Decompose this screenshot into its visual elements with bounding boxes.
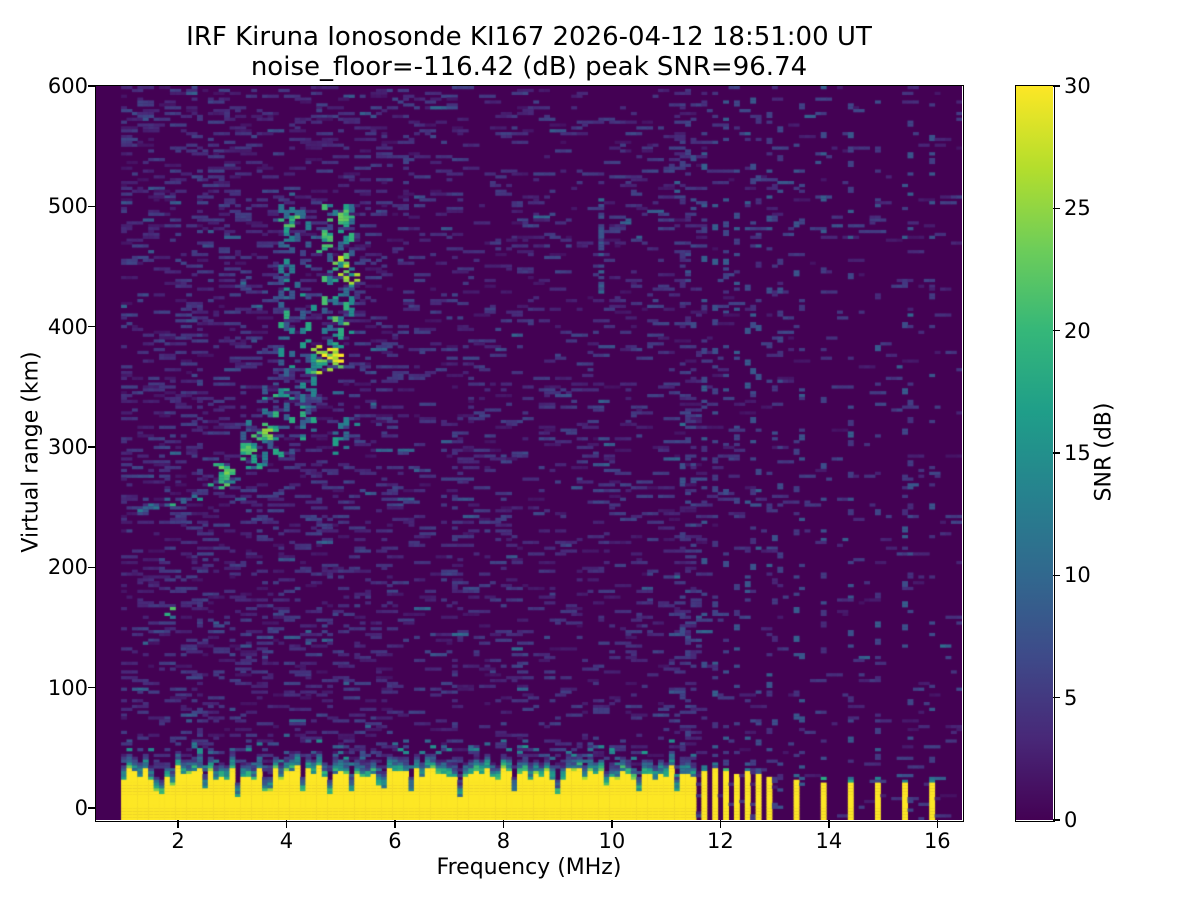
chart-title-line2: noise_floor=-116.42 (dB) peak SNR=96.74 [250,52,808,82]
y-axis-label: Virtual range (km) [18,351,44,553]
y-tick-mark [88,446,96,448]
colorbar-tick-label: 10 [1064,563,1091,588]
colorbar-tick-mark [1053,819,1060,821]
x-tick-mark [611,820,613,828]
colorbar-tick-label: 20 [1064,318,1091,343]
chart-title: IRF Kiruna Ionosonde KI167 2026-04-12 18… [96,22,962,82]
colorbar-tick-label: 25 [1064,196,1091,221]
x-axis-label: Frequency (MHz) [436,855,622,880]
y-tick-mark [88,686,96,689]
x-tick-label: 8 [496,829,511,853]
y-tick-label: 600 [47,74,88,98]
y-tick-mark [88,205,96,208]
x-tick-label: 12 [706,829,734,853]
colorbar-tick-mark [1053,85,1060,87]
colorbar-tick-label: 30 [1064,74,1091,98]
x-tick-label: 16 [923,829,951,853]
x-tick-label: 10 [598,829,626,853]
y-tick-mark [88,566,96,569]
x-tick-mark [502,820,505,828]
y-tick-label: 0 [74,795,88,820]
x-tick-mark [719,820,722,828]
ionogram-heatmap [96,86,962,820]
y-tick-mark [88,85,96,87]
y-tick-mark [88,807,96,809]
x-tick-label: 6 [388,829,402,853]
colorbar-tick-label: 15 [1064,441,1091,465]
chart-title-line1: IRF Kiruna Ionosonde KI167 2026-04-12 18… [186,22,872,52]
colorbar-tick-label: 0 [1064,808,1078,832]
y-tick-label: 200 [47,555,88,580]
x-tick-mark [285,820,288,828]
x-tick-mark [177,820,179,828]
colorbar-gradient [1016,86,1053,820]
x-tick-mark [828,820,830,828]
colorbar-tick-mark [1053,452,1060,454]
y-tick-label: 400 [47,314,88,339]
colorbar-tick-mark [1053,574,1060,577]
colorbar-tick-mark [1053,207,1060,210]
colorbar-border [1014,84,1055,822]
x-tick-label: 2 [171,829,185,853]
plot-border [94,84,964,822]
y-tick-label: 100 [47,675,88,700]
y-tick-label: 300 [47,434,88,459]
y-tick-label: 500 [47,194,88,219]
x-tick-label: 4 [279,829,294,853]
x-tick-mark [394,820,396,828]
x-tick-mark [936,820,939,828]
x-tick-label: 14 [815,829,843,853]
colorbar-tick-label: 5 [1064,685,1078,710]
colorbar-label: SNR (dB) [1091,402,1117,502]
y-tick-mark [88,325,96,328]
colorbar-tick-mark [1053,329,1060,332]
colorbar-tick-mark [1053,696,1060,699]
